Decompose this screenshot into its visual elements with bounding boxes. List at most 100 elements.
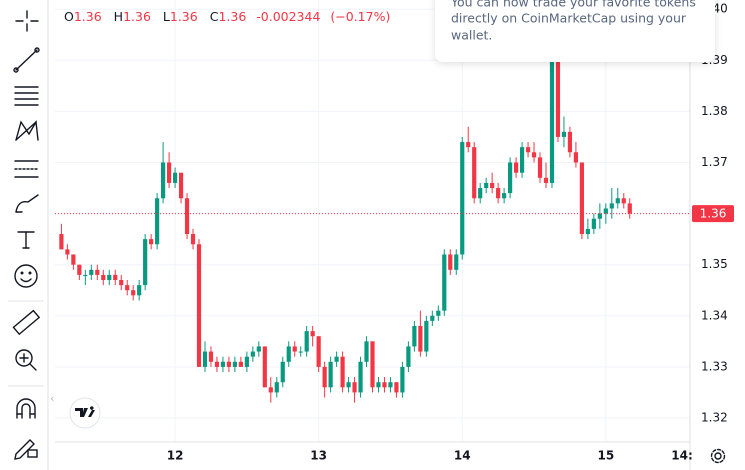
candle-body [537,157,543,178]
candle-body [316,336,321,367]
collapse-handle[interactable]: ‹ [50,392,54,405]
x-tick-label: 13 [310,449,327,463]
fib-tool[interactable] [14,86,39,106]
candle-body [573,152,579,163]
axes: 1.321.331.341.351.361.371.381.391.401213… [47,0,728,470]
candle-body [101,274,106,281]
candle-body [358,361,363,393]
candle-body [166,162,172,183]
candle-body [454,254,459,270]
candle-body [95,269,100,275]
candle-body [208,351,214,362]
candle-body [220,361,226,367]
ruler-tool[interactable] [12,309,41,336]
candle-body [418,326,423,352]
ohlc-legend: O1.36 H1.36 L1.36 C1.36 -0.002344 (−0.17… [64,9,390,24]
candle-body [137,285,142,296]
candle-body [490,182,495,189]
candle-body [143,239,148,286]
candle-body [59,234,64,250]
candle-body [376,382,381,388]
trend-line-tool[interactable] [13,47,40,73]
popup[interactable]: You can now trade your favorite tokens d… [435,0,715,62]
candle-body [298,351,303,353]
candle-body [513,162,519,173]
candle-body [627,203,632,214]
candle-body [555,19,561,137]
candle-body [149,239,154,245]
candles [59,4,632,403]
candle-body [244,356,249,367]
candle-body [508,162,513,194]
candle-body [346,382,351,388]
brush-tool[interactable] [15,194,39,213]
legend-change: -0.002344 [256,9,320,24]
crosshair-tool[interactable] [15,10,39,32]
candle-body [615,198,620,204]
candle-body [382,382,387,388]
candle-body [107,274,112,281]
projection-tool[interactable] [14,160,39,178]
magnet-tool[interactable] [16,398,36,419]
candle-body [268,387,273,393]
candle-body [172,172,178,183]
y-tick-label: 1.38 [701,104,728,118]
pattern-tool[interactable] [15,119,39,141]
candle-body [412,326,417,347]
candle-body [125,285,130,291]
legend-value: 1.36 [218,9,246,24]
legend-key: L [163,9,170,24]
y-tick-label: 1.32 [701,410,728,424]
zoom-tool[interactable] [15,349,37,371]
candle-body [304,331,309,352]
candle-body [71,254,76,265]
candle-body [388,382,393,388]
candle-body [113,274,118,281]
candle-body [226,361,232,367]
candle-body [232,361,237,367]
emoji-tool[interactable] [14,264,38,288]
x-tick-label: 15 [597,449,614,463]
legend-key: H [114,9,123,24]
candle-body [430,315,435,321]
logo[interactable] [69,397,101,429]
popup-text: wallet. [451,28,492,43]
candle-body [161,162,166,199]
candle-body [286,346,291,362]
candle-body [603,208,608,214]
candle-body [340,356,345,388]
lock-draw-tool[interactable] [14,439,38,460]
candle-body [406,346,411,367]
candle-body [280,361,285,383]
candle-body [352,382,357,393]
y-tick-label: 1.37 [701,155,728,169]
x-tick-label: 12 [167,449,184,463]
candle-body [531,152,537,158]
toolbar: ‹ [8,10,101,460]
candle-body [77,264,82,275]
popup-text: directly on CoinMarketCap using your [451,11,687,26]
settings-button[interactable] [710,448,726,464]
candle-body [155,198,160,245]
last-price-tag [692,205,734,223]
candle-body [256,346,261,352]
text-tool[interactable] [17,231,35,249]
candle-body [549,19,555,183]
candle-body [328,361,333,388]
x-tick-label: 14: [671,449,693,463]
candle-body [591,218,596,229]
candle-body [502,193,507,199]
candle-body [322,366,327,388]
candle-body [394,382,399,393]
candle-body [202,351,208,367]
overlay: 1.36 [55,205,734,223]
candle-body [190,234,196,245]
candle-body [579,162,584,235]
candle-body [519,147,525,173]
candle-body [585,228,590,235]
candle-body [424,320,429,352]
legend-key: C [210,9,219,24]
last-price-label: 1.36 [700,207,727,221]
candle-body [250,351,255,357]
